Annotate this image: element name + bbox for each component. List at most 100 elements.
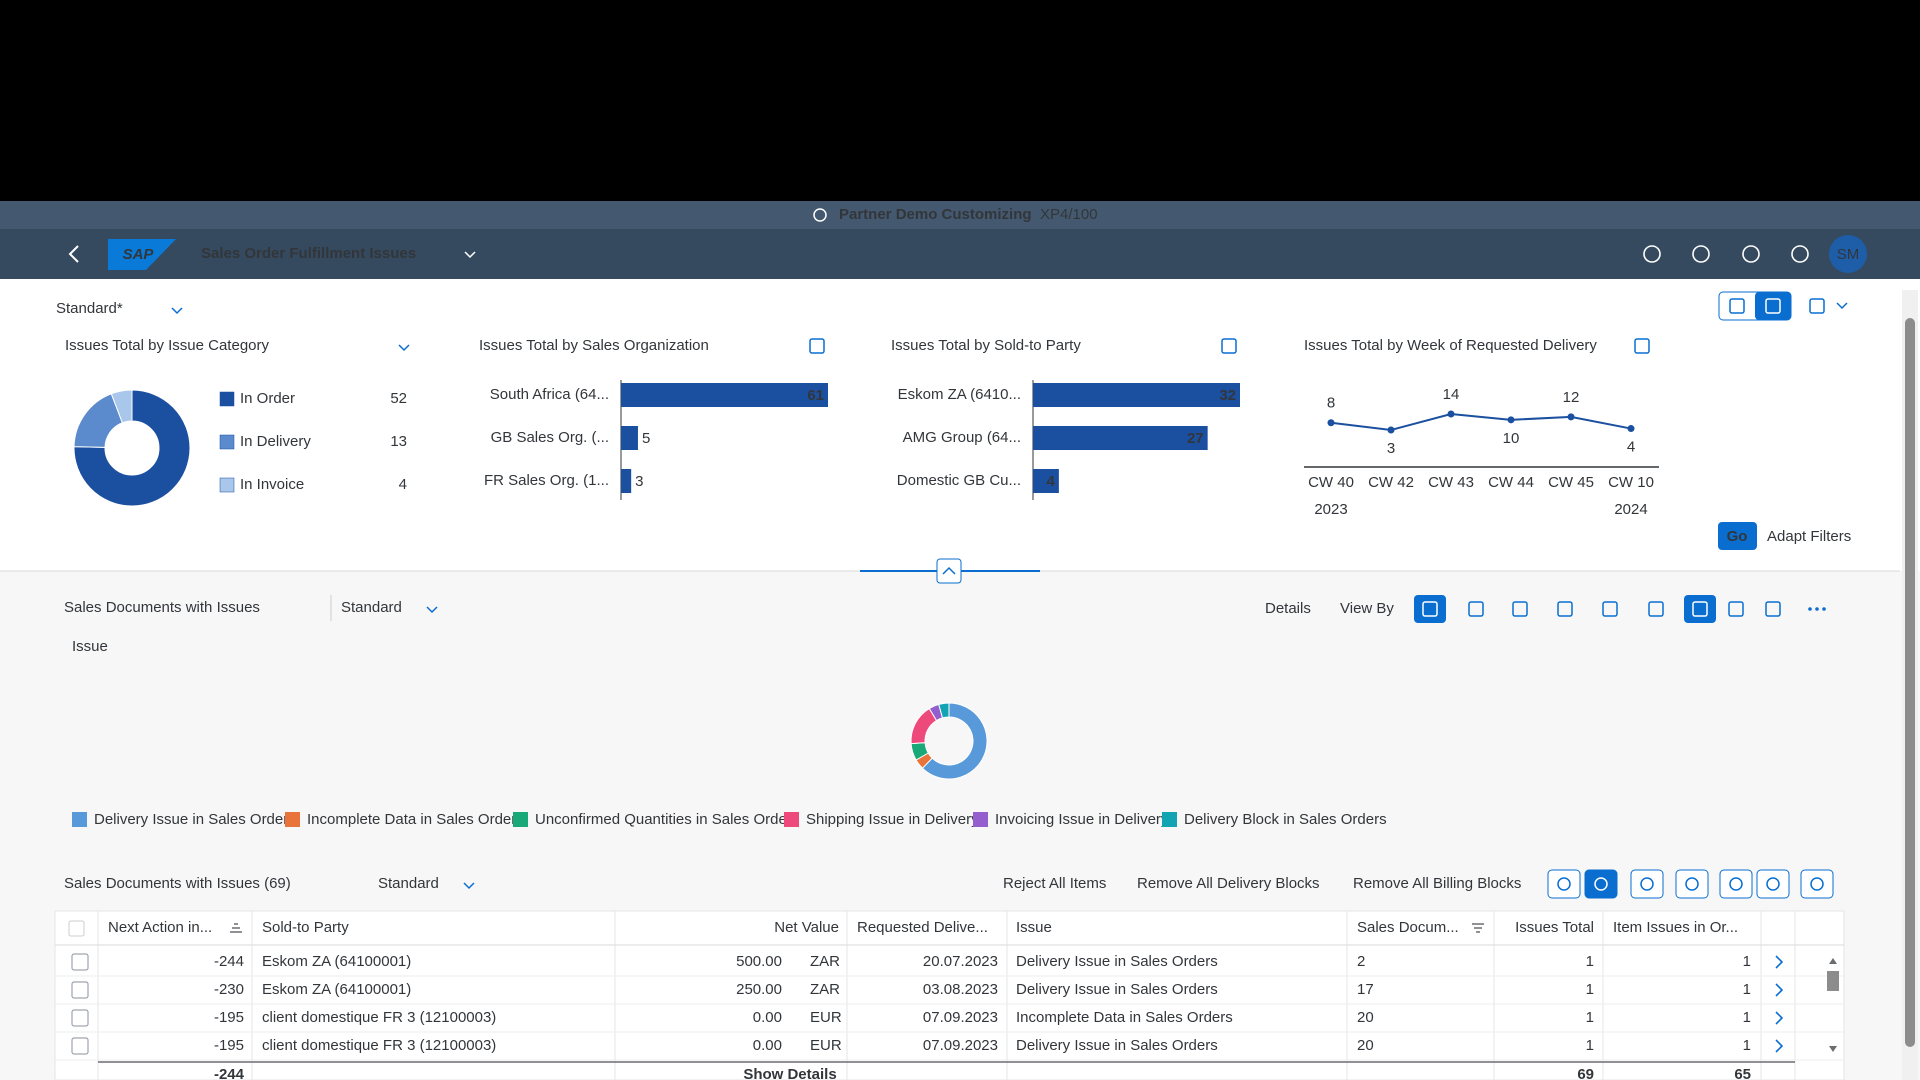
table-action[interactable]: Reject All Items xyxy=(1003,875,1106,892)
line-point xyxy=(1507,416,1515,424)
collapse-button[interactable] xyxy=(936,558,962,584)
shell-icon[interactable] xyxy=(1643,245,1661,263)
layout-toggle-active[interactable] xyxy=(1755,292,1791,320)
table-title: Sales Documents with Issues (69) xyxy=(64,875,291,892)
toolbar-button[interactable] xyxy=(1547,869,1581,899)
column-header[interactable]: Sold-to Party xyxy=(262,919,349,936)
cell[interactable]: 17 xyxy=(1357,981,1374,998)
section-variant[interactable]: Standard xyxy=(341,599,402,616)
row-checkbox[interactable] xyxy=(71,953,89,971)
dropdown-icon[interactable] xyxy=(426,606,438,614)
toolbar-button[interactable] xyxy=(1719,869,1753,899)
cell[interactable]: 20 xyxy=(1357,1037,1374,1054)
toolbar-button[interactable] xyxy=(1630,869,1664,899)
more-dot[interactable] xyxy=(1822,607,1826,611)
shell-icon[interactable] xyxy=(1742,245,1760,263)
icon[interactable] xyxy=(1809,298,1825,314)
icon-button-bg[interactable] xyxy=(1414,595,1446,623)
legend-label: Delivery Issue in Sales Orders xyxy=(94,811,296,828)
icon[interactable] xyxy=(1765,601,1781,617)
legend-label: Shipping Issue in Delivery xyxy=(806,811,979,828)
legend-value: 13 xyxy=(390,433,407,450)
bar-value: 32 xyxy=(1219,387,1236,404)
filter-area xyxy=(0,279,1920,571)
row-nav[interactable] xyxy=(1775,1011,1784,1025)
adapt-filters[interactable]: Adapt Filters xyxy=(1767,528,1851,545)
column-header[interactable]: Net Value xyxy=(774,919,839,936)
row-checkbox[interactable] xyxy=(71,981,89,999)
icon[interactable] xyxy=(1602,601,1618,617)
icon[interactable] xyxy=(1557,601,1573,617)
legend-swatch xyxy=(219,391,235,407)
cell[interactable]: Eskom ZA (64100001) xyxy=(262,953,411,970)
row-nav[interactable] xyxy=(1775,983,1784,997)
column-header[interactable]: Issues Total xyxy=(1515,919,1594,936)
view-by-button[interactable]: View By xyxy=(1340,600,1394,617)
icon[interactable] xyxy=(1634,338,1650,354)
cell[interactable]: client domestique FR 3 (12100003) xyxy=(262,1009,496,1026)
column-header[interactable]: Next Action in... xyxy=(108,919,212,936)
column-header[interactable]: Requested Delive... xyxy=(857,919,988,936)
icon[interactable] xyxy=(1221,338,1237,354)
details-button[interactable]: Details xyxy=(1265,600,1311,617)
bar xyxy=(1033,383,1240,407)
select-all[interactable] xyxy=(68,920,85,937)
shell-icon[interactable] xyxy=(1692,245,1710,263)
icon[interactable] xyxy=(1729,298,1745,314)
go-button[interactable] xyxy=(1718,522,1757,550)
cell: 07.09.2023 xyxy=(923,1037,998,1054)
icon-button-bg[interactable] xyxy=(1684,595,1716,623)
cell[interactable]: 20 xyxy=(1357,1009,1374,1026)
toolbar-button[interactable] xyxy=(1800,869,1834,899)
cell: -195 xyxy=(214,1009,244,1026)
toolbar-button[interactable] xyxy=(1584,869,1618,899)
toolbar-button[interactable] xyxy=(1756,869,1790,899)
page-scroll-thumb[interactable] xyxy=(1905,318,1915,1047)
app-title[interactable]: Sales Order Fulfillment Issues xyxy=(201,245,416,262)
icon[interactable] xyxy=(809,338,825,354)
variant-title[interactable]: Standard* xyxy=(56,300,123,317)
more-dot[interactable] xyxy=(1815,607,1819,611)
icon[interactable] xyxy=(1728,601,1744,617)
table-action[interactable]: Remove All Delivery Blocks xyxy=(1137,875,1320,892)
cell[interactable]: client domestique FR 3 (12100003) xyxy=(262,1037,496,1054)
row-checkbox[interactable] xyxy=(71,1037,89,1055)
back-button[interactable] xyxy=(68,245,79,263)
icon[interactable] xyxy=(1648,601,1664,617)
cell[interactable]: Eskom ZA (64100001) xyxy=(262,981,411,998)
icon[interactable] xyxy=(1512,601,1528,617)
dropdown-icon[interactable] xyxy=(463,882,475,890)
show-details[interactable]: Show Details xyxy=(743,1066,836,1080)
cell: -230 xyxy=(214,981,244,998)
column-header[interactable]: Sales Docum... xyxy=(1357,919,1459,936)
x-tick-label: CW 45 xyxy=(1548,474,1594,491)
dropdown-icon[interactable] xyxy=(398,344,410,352)
icon[interactable] xyxy=(1765,298,1781,314)
card-title: Issues Total by Issue Category xyxy=(65,337,269,354)
column-header[interactable]: Item Issues in Or... xyxy=(1613,919,1738,936)
cell[interactable]: 2 xyxy=(1357,953,1365,970)
dropdown-icon[interactable] xyxy=(171,307,183,315)
table-variant[interactable]: Standard xyxy=(378,875,439,892)
legend-label: Delivery Block in Sales Orders xyxy=(1184,811,1387,828)
table-action[interactable]: Remove All Billing Blocks xyxy=(1353,875,1521,892)
shell-icon[interactable] xyxy=(1791,245,1809,263)
icon[interactable] xyxy=(1422,601,1438,617)
toolbar-button[interactable] xyxy=(1675,869,1709,899)
table-scroll-thumb[interactable] xyxy=(1827,971,1839,991)
avatar[interactable] xyxy=(1829,235,1867,273)
more-dot[interactable] xyxy=(1808,607,1812,611)
row-checkbox[interactable] xyxy=(71,1009,89,1027)
avatar-initials: SM xyxy=(1837,246,1860,263)
scroll-up[interactable] xyxy=(1829,958,1837,964)
cell: 1 xyxy=(1586,953,1594,970)
scroll-down[interactable] xyxy=(1829,1046,1837,1052)
row-nav[interactable] xyxy=(1775,955,1784,969)
column-header[interactable]: Issue xyxy=(1016,919,1052,936)
row-nav[interactable] xyxy=(1775,1039,1784,1053)
dropdown-icon[interactable] xyxy=(1836,302,1848,310)
dropdown-icon[interactable] xyxy=(464,251,476,259)
icon[interactable] xyxy=(1692,601,1708,617)
icon[interactable] xyxy=(1468,601,1484,617)
line-point xyxy=(1327,419,1335,427)
